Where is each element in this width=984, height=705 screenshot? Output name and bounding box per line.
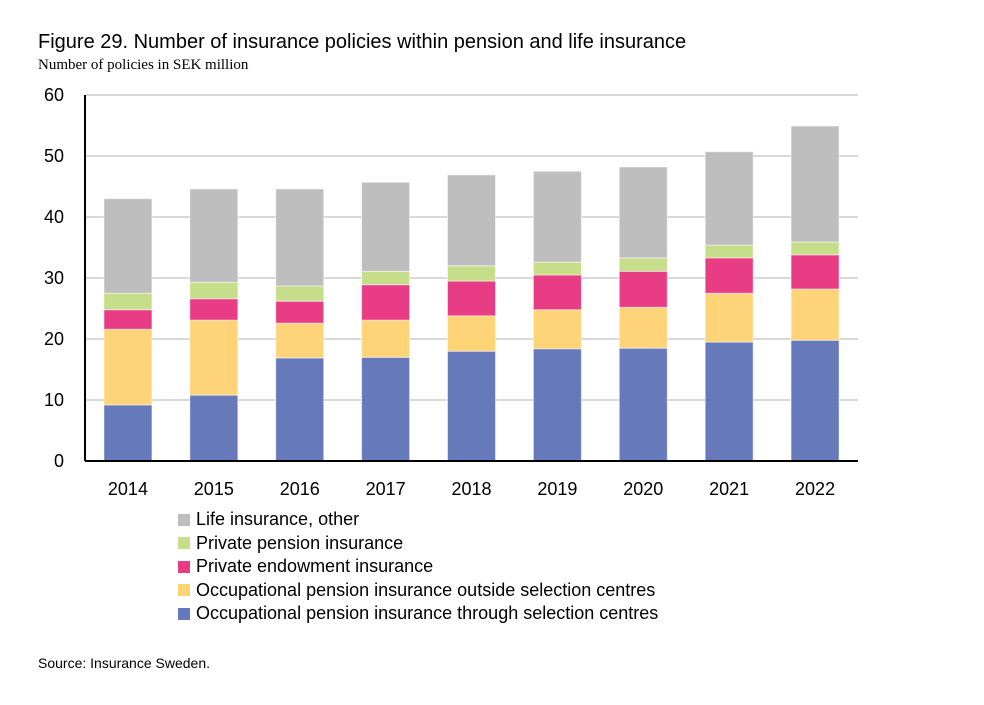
legend-item: Private pension insurance xyxy=(178,532,658,556)
chart-subtitle: Number of policies in SEK million xyxy=(38,57,249,73)
legend-label: Private pension insurance xyxy=(196,532,404,553)
x-tick-label: 2015 xyxy=(194,479,234,499)
y-tick-label: 0 xyxy=(54,451,64,471)
x-tick-label: 2017 xyxy=(366,479,406,499)
legend: Life insurance, other Private pension ins… xyxy=(178,508,658,626)
legend-swatch xyxy=(178,584,190,597)
y-tick-label: 40 xyxy=(44,207,64,227)
bar-segment xyxy=(361,270,411,286)
bar-segment xyxy=(618,306,668,349)
x-tick-label: 2022 xyxy=(795,479,835,499)
bar-segment xyxy=(618,257,668,272)
bar-segment xyxy=(704,244,754,259)
y-tick-label: 60 xyxy=(44,85,64,105)
y-tick-label: 20 xyxy=(44,329,64,349)
bar-segment xyxy=(532,261,582,276)
bar-segment xyxy=(275,188,325,287)
bar-segment xyxy=(103,309,153,330)
x-tick-label: 2021 xyxy=(709,479,749,499)
bar-segment xyxy=(790,241,840,256)
bar-segment xyxy=(704,257,754,294)
bar-segment xyxy=(103,328,153,406)
bar-segment xyxy=(103,292,153,311)
legend-swatch xyxy=(178,560,190,573)
bar-segment xyxy=(790,288,840,341)
bar-segment xyxy=(447,265,496,282)
bar-segment xyxy=(447,315,496,352)
bar-segment xyxy=(532,309,582,350)
chart-title: Figure 29. Number of insurance policies … xyxy=(38,31,687,53)
bar-segment xyxy=(532,170,582,263)
bar-segment xyxy=(361,284,411,321)
bar-segment xyxy=(790,339,840,462)
bar-segment xyxy=(103,404,153,462)
legend-item: Life insurance, other xyxy=(178,508,658,532)
bar-segment xyxy=(532,348,582,462)
x-tick-label: 2016 xyxy=(280,479,320,499)
bar-segment xyxy=(189,281,239,300)
legend-label: Occupational pension insurance through s… xyxy=(196,603,659,624)
bar-segment xyxy=(275,285,325,302)
legend-swatch xyxy=(178,513,190,526)
bar-segment xyxy=(189,188,239,283)
legend-swatch xyxy=(178,537,190,550)
y-tick-label: 10 xyxy=(44,390,64,410)
legend-label: Life insurance, other xyxy=(196,509,360,530)
bar-segment xyxy=(618,166,668,259)
bar-segment xyxy=(189,319,239,396)
x-tick-label: 2018 xyxy=(451,479,491,499)
bar-segment xyxy=(704,151,754,246)
y-tick-label: 30 xyxy=(44,268,64,288)
bar-segment xyxy=(618,347,668,462)
bar-segment xyxy=(618,270,668,308)
bar-segment xyxy=(447,280,496,317)
bar-segment xyxy=(275,322,325,359)
legend-item: Private endowment insurance xyxy=(178,555,658,579)
bar-segment xyxy=(275,300,325,324)
legend-label: Private endowment insurance xyxy=(196,556,434,577)
y-tick-label: 50 xyxy=(44,146,64,166)
bar-segment xyxy=(790,254,840,290)
x-tick-label: 2019 xyxy=(537,479,577,499)
bar-segment xyxy=(103,198,153,294)
legend-swatch xyxy=(178,607,190,620)
bar-segment xyxy=(704,341,754,462)
bar-segment xyxy=(361,319,411,358)
bar-segment xyxy=(189,298,239,321)
x-tick-label: 2014 xyxy=(108,479,148,499)
bar-segment xyxy=(790,125,840,243)
bar-segment xyxy=(361,181,411,272)
bar-segment xyxy=(704,292,754,343)
bar-segment xyxy=(275,357,325,462)
legend-item: Occupational pension insurance outside s… xyxy=(178,579,658,603)
x-tick-label: 2020 xyxy=(623,479,663,499)
bar-segment xyxy=(189,394,239,462)
bar-segment xyxy=(361,356,411,462)
bar-segment xyxy=(447,174,496,267)
legend-item: Occupational pension insurance through s… xyxy=(178,602,658,626)
bar-segment xyxy=(532,274,582,311)
legend-label: Occupational pension insurance outside s… xyxy=(196,579,656,600)
bar-segment xyxy=(447,350,496,462)
source-note: Source: Insurance Sweden. xyxy=(38,655,210,671)
